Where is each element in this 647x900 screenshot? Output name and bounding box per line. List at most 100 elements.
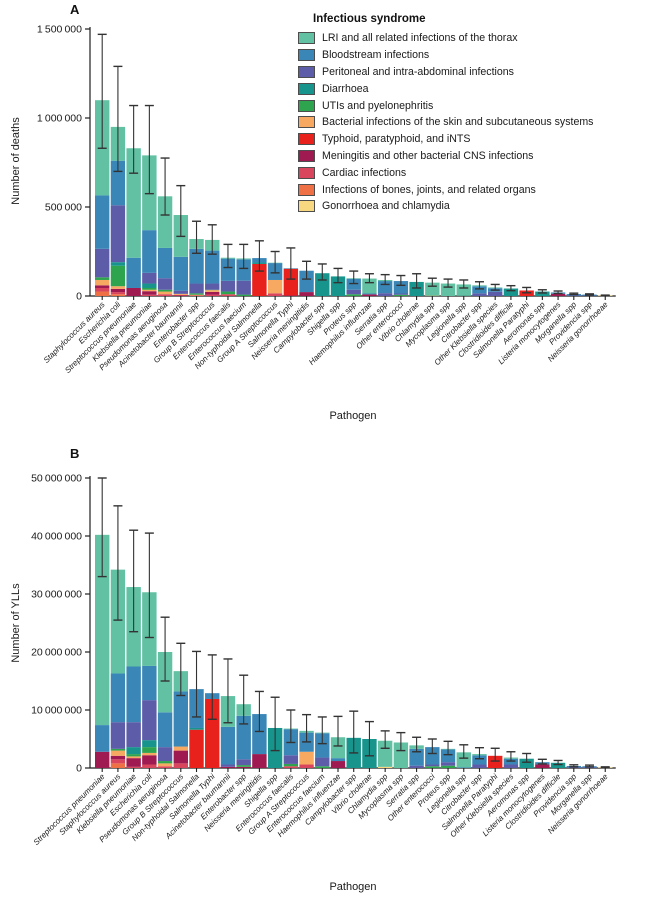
bar-segment-meningitis	[110, 288, 126, 293]
bar-segment-peritoneal	[220, 764, 236, 767]
bar-segment-uti	[236, 294, 251, 296]
bar-segment-cardiac	[95, 287, 110, 292]
bar-segment-bloodstream	[142, 665, 157, 701]
legend-swatch-cardiac	[298, 166, 315, 179]
bar-segment-bloodstream	[440, 749, 456, 763]
bar-segment-peritoneal	[220, 280, 236, 292]
bar-segment-bloodstream	[126, 257, 141, 288]
bar-segment-skin	[299, 751, 314, 765]
bar-segment-lri	[456, 284, 471, 296]
bar-segment-cardiac	[205, 294, 220, 296]
bar-segment-bloodstream	[173, 256, 188, 291]
bar-segment-uti	[189, 293, 204, 295]
bar-segment-peritoneal	[189, 283, 204, 294]
bar-segment-bloodstream	[346, 278, 361, 290]
bar-segment-peritoneal	[236, 280, 251, 295]
bar-segment-meningitis	[142, 291, 157, 295]
bar-segment-skin	[205, 290, 220, 292]
bar-segment-meningitis	[362, 294, 377, 296]
bar-segment-bloodstream	[252, 714, 267, 755]
bar-segment-typhoid	[252, 263, 267, 296]
legend-swatch-skin	[298, 116, 315, 129]
legend-item-uti: UTIs and pyelonephritis	[298, 97, 593, 114]
bar-segment-peritoneal	[472, 764, 487, 768]
legend-swatch-bloodstream	[298, 49, 315, 62]
bar-segment-diarrhoea	[142, 283, 157, 288]
bar-segment-bloodstream	[95, 725, 110, 752]
bar-segment-uti	[440, 765, 456, 768]
bar-segment-bloodstream	[236, 259, 251, 281]
bar-segment-cardiac	[110, 759, 126, 764]
y-tick-label: 40 000 000	[31, 531, 82, 543]
bar-segment-uti	[157, 761, 173, 764]
bar-segment-diarrhoea	[126, 747, 141, 755]
bar-segment-cardiac	[283, 766, 299, 768]
legend-label: LRI and all related infections of the th…	[322, 32, 518, 45]
bar-segment-bloodstream	[220, 726, 236, 765]
bar-segment-uti	[425, 766, 440, 768]
y-axis-title-deaths: Number of deaths	[10, 117, 22, 205]
bar-segment-cardiac	[126, 766, 141, 768]
bar-segment-lri	[330, 737, 346, 759]
bar-segment-skin	[95, 279, 110, 286]
bar-segment-skin	[157, 763, 173, 767]
bar-segment-bloodstream	[110, 673, 126, 723]
bar-segment-bones	[110, 294, 126, 296]
legend-swatch-lri	[298, 32, 315, 45]
legend-label: Gonorrhoea and chlamydia	[322, 200, 450, 213]
bar-segment-peritoneal	[283, 755, 299, 764]
bar-segment-lri	[95, 534, 110, 726]
bar-segment-diarrhoea	[142, 740, 157, 748]
legend-swatch-gonorrhoea	[298, 200, 315, 213]
bar-segment-lri	[456, 752, 471, 768]
bar-segment-meningitis	[252, 754, 267, 768]
bar-segment-peritoneal	[126, 722, 141, 748]
bar-segment-diarrhoea	[315, 273, 330, 296]
panel-a-letter: A	[70, 2, 80, 17]
bar-segment-diarrhoea	[330, 276, 346, 296]
bar-segment-bloodstream	[189, 248, 204, 284]
bar-segment-peritoneal	[503, 764, 519, 768]
bar-segment-meningitis	[205, 291, 220, 295]
legend-item-typhoid: Typhoid, paratyphoid, and iNTS	[298, 131, 593, 148]
bar-segment-skin	[126, 756, 141, 759]
bar-segment-bloodstream	[173, 691, 188, 747]
bar-segment-gonorrhoea	[377, 766, 393, 768]
legend-item-skin: Bacterial infections of the skin and sub…	[298, 114, 593, 131]
bar-segment-bloodstream	[157, 712, 173, 748]
bar-segment-lri	[393, 742, 409, 768]
legend-swatch-meningitis	[298, 149, 315, 162]
bar-segment-bloodstream	[330, 758, 346, 762]
y-tick-label: 10 000 000	[31, 705, 82, 717]
bar-segment-skin	[142, 752, 157, 756]
bar-segment-uti	[220, 291, 236, 295]
bar-segment-uti	[157, 289, 173, 292]
bar-segment-bloodstream	[362, 293, 377, 295]
bar-segment-meningitis	[95, 751, 110, 768]
bar-segment-peritoneal	[566, 295, 581, 296]
y-tick-label: 0	[76, 763, 82, 775]
legend-label: Meningitis and other bacterial CNS infec…	[322, 149, 534, 162]
y-tick-label: 20 000 000	[31, 647, 82, 659]
bar-segment-meningitis	[236, 766, 251, 768]
y-tick-label: 1 000 000	[37, 113, 82, 125]
bar-segment-uti	[110, 265, 126, 287]
bar-segment-typhoid	[205, 698, 220, 768]
bar-segment-bloodstream	[220, 258, 236, 281]
bar-segment-bloodstream	[315, 733, 330, 758]
bar-segment-peritoneal	[173, 290, 188, 294]
bar-segment-peritoneal	[393, 293, 409, 295]
bar-segment-meningitis	[220, 766, 236, 768]
bar-segment-meningitis	[95, 285, 110, 288]
bar-segment-peritoneal	[315, 757, 330, 767]
bar-segment-bloodstream	[126, 666, 141, 723]
bar-segment-diarrhoea	[189, 727, 204, 730]
bar-segment-meningitis	[173, 294, 188, 296]
bar-segment-skin	[189, 294, 204, 296]
bar-segment-meningitis	[283, 295, 299, 296]
bar-segment-uti	[283, 763, 299, 767]
bar-segment-peritoneal	[142, 272, 157, 284]
bar-segment-cardiac	[173, 295, 188, 296]
